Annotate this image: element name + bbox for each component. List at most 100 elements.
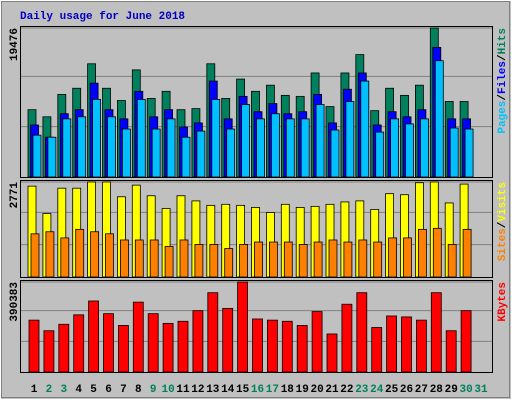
bar	[149, 239, 159, 278]
legend-entry: Sites	[497, 228, 509, 261]
bar	[209, 244, 219, 278]
bar	[179, 239, 189, 278]
bar	[326, 333, 338, 373]
x-tick-label: 19	[296, 384, 309, 396]
bar	[120, 239, 129, 278]
legend: KBytes	[497, 282, 509, 322]
x-tick-label: 23	[355, 384, 369, 396]
bar	[343, 241, 353, 278]
y-tick-label: 2771	[9, 182, 21, 209]
bar	[375, 131, 385, 178]
bar	[92, 99, 101, 178]
x-tick-label: 2	[46, 384, 53, 396]
x-tick-label: 11	[176, 384, 190, 396]
bar	[132, 301, 144, 373]
bar	[266, 319, 278, 373]
bar	[237, 281, 249, 373]
bar	[311, 311, 323, 373]
bar	[315, 104, 325, 178]
bar	[47, 136, 57, 178]
x-tick-label: 29	[445, 384, 458, 396]
bar	[386, 315, 398, 373]
bar	[356, 292, 368, 373]
legend-entry: KBytes	[497, 282, 509, 322]
bar	[103, 313, 114, 373]
x-tick-label: 31	[474, 384, 488, 396]
x-tick-label: 6	[105, 384, 112, 396]
bar	[224, 248, 234, 278]
bar	[298, 244, 308, 278]
bar	[136, 99, 146, 178]
x-tick-label: 14	[221, 384, 235, 396]
bar	[107, 116, 116, 178]
bar	[239, 244, 249, 278]
x-tick-label: 12	[191, 384, 204, 396]
bar	[77, 116, 87, 178]
bar	[341, 303, 353, 373]
bar	[166, 118, 176, 178]
bar	[118, 325, 129, 373]
legend-entry: Pages	[497, 101, 509, 134]
bar	[147, 313, 159, 373]
bar	[296, 325, 308, 373]
x-tick-label: 21	[325, 384, 339, 396]
bar	[211, 99, 221, 178]
bar	[58, 323, 70, 373]
bar	[151, 128, 161, 178]
x-tick-label: 22	[340, 384, 353, 396]
bar	[460, 310, 472, 373]
bar	[430, 292, 442, 373]
bar	[222, 307, 234, 373]
bar	[445, 330, 457, 373]
bar	[462, 228, 472, 278]
bar	[360, 80, 370, 178]
bar	[388, 237, 398, 278]
bar	[434, 60, 444, 178]
x-tick-label: 17	[266, 384, 279, 396]
bar	[432, 227, 442, 278]
x-tick-label: 16	[251, 384, 264, 396]
bar	[464, 128, 474, 178]
legend-separator: /	[497, 221, 509, 228]
bar	[281, 320, 293, 373]
bar	[328, 239, 338, 278]
x-tick-label: 15	[236, 384, 250, 396]
legend-entry: Hits	[497, 28, 509, 54]
bar	[162, 322, 174, 373]
y-tick-label: 19476	[9, 28, 21, 61]
chart-title: Daily usage for June 2018	[20, 11, 185, 23]
legend: Sites/Visits	[497, 182, 509, 261]
bar	[177, 320, 189, 373]
bar	[196, 130, 206, 178]
bar	[194, 244, 204, 278]
legend-entry: Files	[497, 61, 509, 94]
y-tick-label: 390383	[9, 282, 21, 322]
bar	[43, 330, 55, 373]
bar	[181, 136, 191, 178]
x-tick-label: 28	[430, 384, 444, 396]
bar	[405, 123, 414, 178]
bar	[28, 319, 40, 373]
bar	[105, 233, 114, 278]
x-tick-label: 8	[135, 384, 142, 396]
bar	[45, 231, 55, 278]
bar	[268, 241, 278, 278]
legend-separator: /	[497, 54, 509, 61]
bar	[226, 128, 236, 178]
bar	[449, 127, 459, 178]
bar	[90, 231, 99, 278]
x-tick-label: 20	[310, 384, 323, 396]
bar	[419, 118, 429, 178]
bar	[313, 241, 323, 278]
bar	[401, 316, 412, 373]
x-tick-label: 7	[120, 384, 127, 396]
bar	[122, 128, 131, 178]
x-tick-label: 25	[385, 384, 399, 396]
bar	[285, 118, 295, 178]
x-tick-label: 1	[31, 384, 38, 396]
x-tick-label: 24	[370, 384, 384, 396]
bar	[252, 318, 263, 373]
